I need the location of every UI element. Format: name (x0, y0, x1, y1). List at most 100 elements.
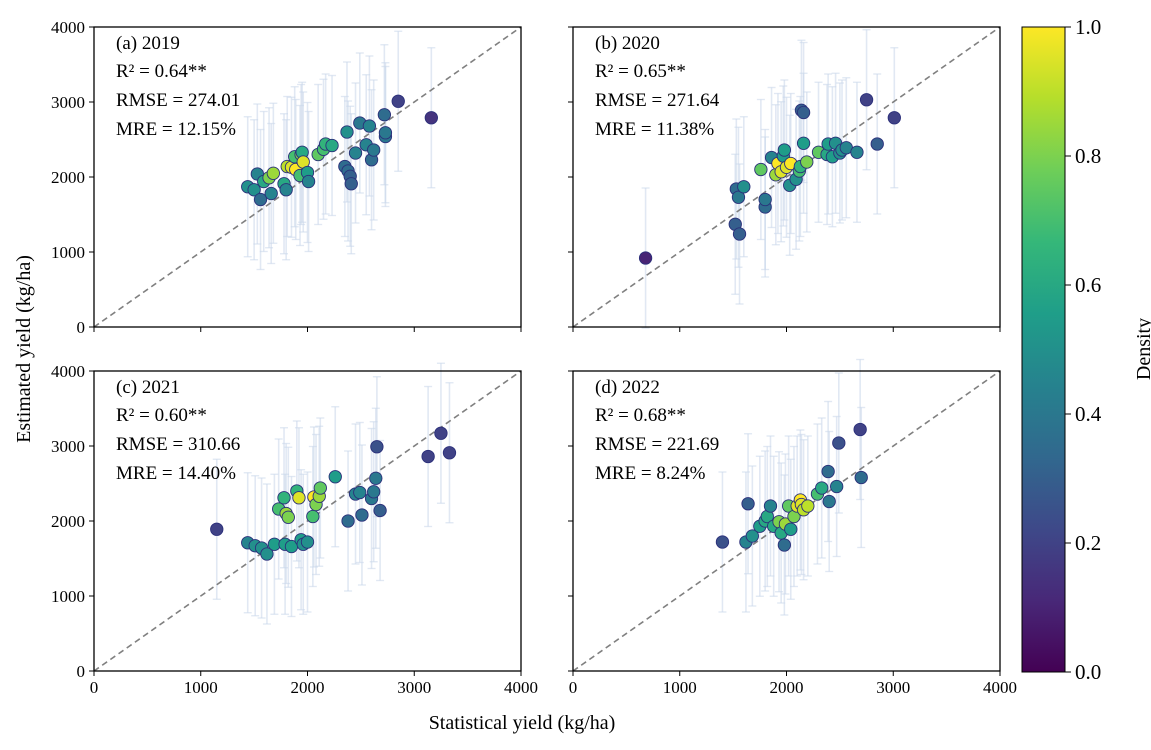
data-point (378, 126, 393, 140)
colorbar-tick-label: 0.2 (1075, 531, 1101, 555)
data-point (800, 155, 814, 169)
mre-annotation: MRE = 11.38% (595, 119, 714, 140)
data-point (369, 471, 383, 485)
y-tick-label: 3000 (51, 437, 85, 456)
x-tick-label: 0 (90, 678, 99, 697)
one-to-one-line (93, 370, 522, 672)
y-tick-label: 0 (77, 318, 86, 337)
x-tick-label: 4000 (983, 678, 1017, 697)
colorbar-tick-label: 0.4 (1075, 402, 1102, 426)
panel-d-2022: 0 1000 2000 3000 4000 (d) 2022 R² = 0.68** R… (568, 358, 1017, 697)
scatter-points (210, 426, 457, 561)
scatter-points (638, 93, 901, 265)
data-point (253, 192, 268, 207)
data-point (424, 111, 438, 125)
data-point (796, 136, 811, 150)
data-point (367, 143, 381, 157)
colorbar-label: Density (1133, 318, 1151, 380)
panel-title: (a) 2019 (116, 33, 180, 54)
data-point (340, 125, 354, 139)
rmse-annotation: RMSE = 310.66 (116, 434, 240, 455)
colorbar-tick-label: 0.0 (1075, 660, 1101, 684)
data-point (362, 119, 377, 133)
axis-ticks: 0 1000 2000 3000 4000 (51, 18, 522, 337)
data-point (353, 485, 367, 500)
y-axis-label: Estimated yield (kg/ha) (13, 255, 35, 443)
data-point (821, 464, 835, 479)
data-point (737, 180, 751, 194)
x-tick-label: 1000 (184, 678, 218, 697)
mre-annotation: MRE = 8.24% (595, 463, 706, 484)
y-tick-label: 3000 (51, 93, 85, 112)
data-point (377, 108, 392, 122)
error-bars (212, 362, 454, 625)
colorbar-tick-label: 0.6 (1075, 273, 1101, 297)
x-tick-label: 2000 (291, 678, 325, 697)
colorbar-ticks: 0.0 0.2 0.4 0.6 0.8 1.0 (1065, 15, 1102, 684)
data-point (210, 522, 224, 536)
y-tick-label: 4000 (51, 362, 85, 381)
colorbar-tick-label: 0.8 (1075, 144, 1101, 168)
data-point (373, 503, 387, 518)
data-point (859, 93, 874, 107)
data-point (281, 510, 295, 524)
panel-b-2020: (b) 2020 R² = 0.65** RMSE = 271.64 MRE =… (568, 26, 1001, 332)
axis-ticks (568, 26, 1001, 332)
data-point (758, 192, 772, 207)
data-point (300, 535, 315, 549)
data-point (442, 446, 457, 460)
y-tick-label: 2000 (51, 168, 85, 187)
data-point (754, 162, 768, 177)
data-point (306, 509, 320, 524)
error-bars (243, 30, 436, 271)
data-point (292, 491, 306, 505)
data-point (732, 227, 747, 241)
x-tick-label: 3000 (876, 678, 910, 697)
y-tick-label: 0 (77, 662, 86, 681)
data-point (638, 251, 653, 265)
x-tick-label: 2000 (770, 678, 804, 697)
data-point (815, 481, 829, 495)
r-squared-annotation: R² = 0.60** (116, 405, 207, 426)
data-point (277, 491, 291, 505)
x-tick-label: 0 (569, 678, 578, 697)
rmse-annotation: RMSE = 274.01 (116, 90, 240, 111)
r-squared-annotation: R² = 0.65** (595, 61, 686, 82)
data-point (763, 499, 778, 513)
data-point (870, 137, 884, 151)
data-point (784, 522, 798, 536)
data-point (341, 514, 355, 528)
y-tick-label: 1000 (51, 587, 85, 606)
data-point (328, 470, 342, 484)
panel-a-2019: 0 1000 2000 3000 4000 (a) 2019 R² = 0.64** R… (51, 18, 522, 337)
scatter-points (241, 94, 438, 207)
data-point (355, 508, 369, 522)
data-point (434, 426, 448, 440)
r-squared-annotation: R² = 0.68** (595, 405, 686, 426)
data-point (822, 494, 836, 509)
x-tick-label: 4000 (504, 678, 538, 697)
axis-ticks: 0 1000 2000 3000 4000 (568, 370, 1017, 697)
mre-annotation: MRE = 12.15% (116, 119, 236, 140)
rmse-annotation: RMSE = 271.64 (595, 90, 720, 111)
axis-ticks: 0 1000 2000 3000 4000 0 1000 2000 3000 4000 (51, 362, 538, 697)
data-point (854, 470, 868, 485)
data-point (348, 146, 363, 160)
data-point (777, 538, 792, 552)
data-point (325, 138, 339, 153)
data-point (370, 440, 384, 454)
panel-title: (c) 2021 (116, 377, 180, 398)
data-point (260, 547, 274, 561)
data-point (801, 499, 815, 513)
data-point (264, 186, 278, 201)
data-point (421, 449, 435, 464)
data-point (832, 436, 846, 450)
colorbar-gradient (1021, 26, 1066, 673)
data-point (313, 481, 327, 495)
colorbar-tick-label: 1.0 (1075, 15, 1101, 39)
panel-c-2021: 0 1000 2000 3000 4000 0 1000 2000 3000 4000 (c) 2… (51, 362, 538, 697)
data-point (850, 145, 864, 159)
r-squared-annotation: R² = 0.64** (116, 61, 207, 82)
data-point (853, 422, 867, 437)
